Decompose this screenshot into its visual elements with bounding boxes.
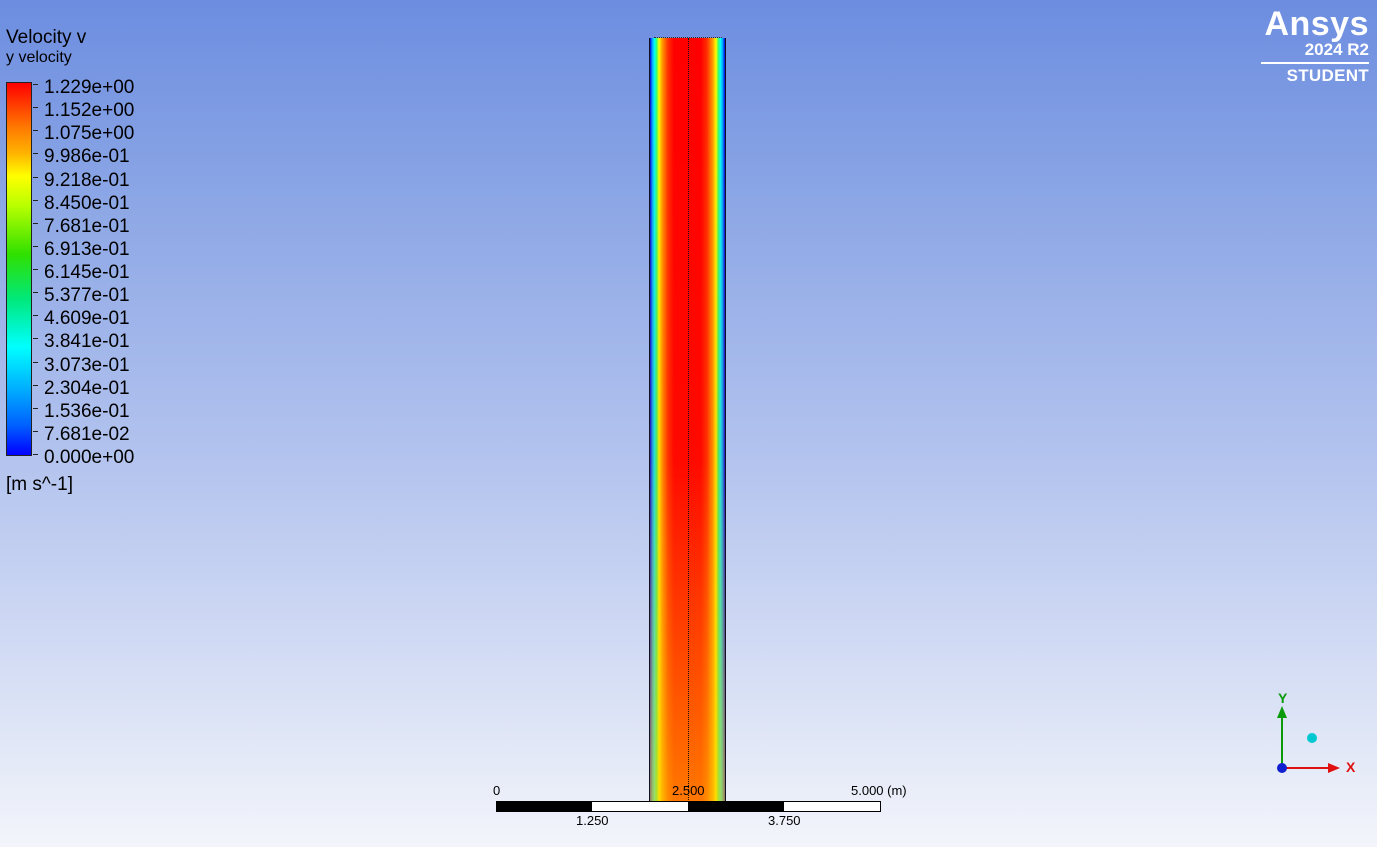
legend-units: [m s^-1] <box>6 474 73 495</box>
brand-edition: STUDENT <box>1286 66 1369 85</box>
legend-label: 6.145e-01 <box>44 262 130 283</box>
legend-label: 7.681e-02 <box>44 423 130 445</box>
triad-y-arrow-icon <box>1277 706 1287 718</box>
legend-tick <box>33 292 38 294</box>
scale-label-2500: 2.500 <box>672 783 705 798</box>
legend-tick <box>33 84 38 85</box>
scale-segment-2 <box>592 802 688 811</box>
legend-tick <box>33 338 38 340</box>
legend-label: 8.450e-01 <box>44 192 130 214</box>
legend-label: 2.304e-01 <box>44 377 130 399</box>
legend-label: 1.152e+00 <box>44 100 135 122</box>
scale-label-0: 0 <box>493 783 501 798</box>
triad-graphic <box>1277 706 1340 773</box>
domain-top-edge <box>654 37 722 38</box>
scale-label-3750: 3.750 <box>768 813 801 828</box>
contour-domain[interactable] <box>649 38 726 804</box>
legend-label: 0.000e+00 <box>44 447 135 468</box>
ansys-brand: Ansys 2024 R2 STUDENT <box>1253 4 1369 88</box>
scale-label-1250: 1.250 <box>576 813 609 828</box>
legend-title: Velocity v <box>6 27 87 48</box>
legend-colorbar <box>6 82 32 456</box>
legend-tick <box>33 176 38 178</box>
legend-tick <box>33 407 38 409</box>
scale-label-5000: 5.000 (m) <box>851 783 907 798</box>
legend-label: 1.536e-01 <box>44 400 130 422</box>
legend-label: 3.073e-01 <box>44 354 130 376</box>
triad-origin-icon <box>1277 763 1287 773</box>
legend-label: 9.986e-01 <box>44 146 130 168</box>
legend-tick <box>33 222 38 224</box>
legend-label: 5.377e-01 <box>44 285 130 307</box>
legend-tick <box>33 199 38 201</box>
triad-label-y: Y <box>1278 690 1288 706</box>
legend-tick <box>33 315 38 317</box>
triad-z-icon <box>1307 733 1317 743</box>
legend-tick <box>33 430 38 432</box>
triad-label-x: X <box>1346 759 1356 775</box>
legend-label: 9.218e-01 <box>44 169 130 191</box>
brand-version: 2024 R2 <box>1304 40 1369 59</box>
scale-segment-3 <box>688 802 784 811</box>
legend-tick <box>33 269 38 270</box>
scale-segment-1 <box>497 802 592 811</box>
legend-label: 3.841e-01 <box>44 331 130 353</box>
legend-tick <box>33 130 38 132</box>
legend-label: 7.681e-01 <box>44 215 130 237</box>
legend-tick <box>33 107 38 109</box>
symmetry-axis-line <box>688 38 689 804</box>
triad-x-arrow-icon <box>1328 763 1340 773</box>
axis-triad[interactable]: Y X <box>1266 688 1366 783</box>
legend-label: 4.609e-01 <box>44 308 130 330</box>
legend-tick <box>33 384 38 386</box>
legend-tick <box>33 454 38 455</box>
legend-label: 1.075e+00 <box>44 123 135 145</box>
brand-name: Ansys <box>1264 5 1369 43</box>
legend-label: 1.229e+00 <box>44 77 135 98</box>
legend-tick <box>33 153 38 155</box>
legend-tick <box>33 361 38 363</box>
legend-ticks <box>33 82 39 456</box>
legend-subtitle: y velocity <box>6 49 72 66</box>
scale-segment-4 <box>784 802 880 811</box>
legend-tick <box>33 245 38 247</box>
legend-label: 6.913e-01 <box>44 238 130 260</box>
brand-rule <box>1261 62 1369 64</box>
scale-bar <box>496 801 881 812</box>
